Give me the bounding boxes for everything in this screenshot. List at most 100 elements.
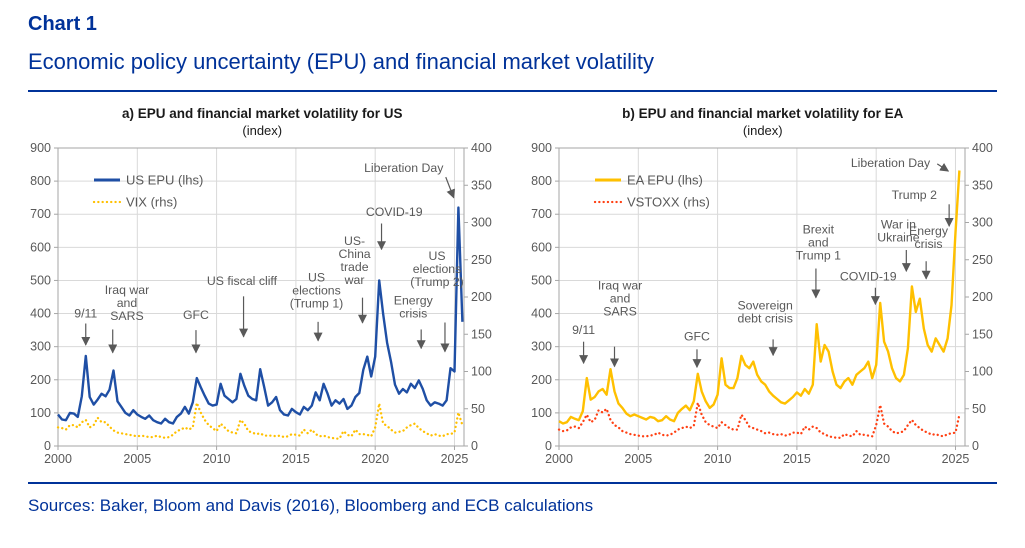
svg-text:150: 150	[471, 327, 492, 341]
top-divider	[28, 89, 997, 92]
svg-text:0: 0	[545, 439, 552, 453]
svg-text:Trump 2: Trump 2	[891, 188, 936, 202]
svg-text:2010: 2010	[203, 452, 231, 466]
svg-text:Iraq war: Iraq war	[598, 278, 642, 292]
svg-text:debt crisis: debt crisis	[737, 311, 792, 325]
svg-text:900: 900	[531, 141, 552, 155]
svg-text:500: 500	[30, 273, 51, 287]
svg-text:100: 100	[972, 364, 993, 378]
svg-text:war: war	[344, 273, 365, 287]
svg-text:Energy: Energy	[394, 293, 434, 307]
svg-text:and: and	[808, 235, 829, 249]
svg-text:crisis: crisis	[914, 236, 942, 250]
svg-text:400: 400	[972, 141, 993, 155]
svg-text:2025: 2025	[441, 452, 469, 466]
svg-text:US fiscal cliff: US fiscal cliff	[207, 274, 278, 288]
panel-ea-subtitle: (index)	[742, 122, 783, 138]
svg-text:200: 200	[30, 372, 51, 386]
panel-us-title: a) EPU and financial market volatility f…	[121, 105, 403, 121]
ea-epu-chart-canvas: 0 100 200 300 400 500 600 700 800 900 0 50 100 150 200…	[531, 141, 993, 466]
svg-text:VSTOXX (rhs): VSTOXX (rhs)	[627, 194, 710, 209]
svg-text:US: US	[429, 248, 446, 262]
svg-text:400: 400	[531, 306, 552, 320]
svg-text:GFC: GFC	[684, 329, 710, 343]
header: Chart 1 Economic policy uncertainty (EPU…	[0, 0, 1025, 76]
svg-text:Sovereign: Sovereign	[737, 298, 793, 312]
svg-text:400: 400	[30, 306, 51, 320]
sources-note: Sources: Baker, Bloom and Davis (2016), …	[28, 495, 594, 515]
svg-text:SARS: SARS	[603, 304, 637, 318]
svg-text:(Trump 2): (Trump 2)	[411, 274, 465, 288]
svg-text:Iraq war: Iraq war	[105, 282, 149, 296]
svg-text:50: 50	[972, 401, 986, 415]
svg-text:2000: 2000	[545, 452, 573, 466]
svg-text:100: 100	[30, 405, 51, 419]
svg-text:2005: 2005	[624, 452, 652, 466]
svg-text:2010: 2010	[703, 452, 731, 466]
panel-ea-title: b) EPU and financial market volatility f…	[622, 105, 904, 121]
svg-text:300: 300	[972, 215, 993, 229]
svg-text:2015: 2015	[282, 452, 310, 466]
panel-ea: b) EPU and financial market volatility f…	[513, 106, 1014, 472]
svg-text:US EPU (lhs): US EPU (lhs)	[126, 172, 203, 187]
svg-text:2020: 2020	[362, 452, 390, 466]
svg-text:300: 300	[471, 215, 492, 229]
svg-text:Energy: Energy	[909, 223, 949, 237]
svg-text:War in: War in	[881, 217, 916, 231]
svg-text:350: 350	[471, 178, 492, 192]
svg-text:elections: elections	[413, 261, 462, 275]
svg-text:9/11: 9/11	[572, 323, 595, 337]
svg-text:and: and	[117, 295, 138, 309]
svg-text:0: 0	[972, 439, 979, 453]
svg-text:2005: 2005	[124, 452, 152, 466]
svg-text:300: 300	[531, 339, 552, 353]
page-title: Economic policy uncertainty (EPU) and fi…	[28, 49, 655, 74]
chart-number: Chart 1	[28, 13, 97, 35]
svg-text:COVID-19: COVID-19	[366, 205, 423, 219]
svg-text:800: 800	[531, 174, 552, 188]
svg-text:2000: 2000	[44, 452, 72, 466]
bottom-divider	[28, 481, 997, 484]
svg-text:350: 350	[972, 178, 993, 192]
svg-text:800: 800	[30, 174, 51, 188]
svg-text:600: 600	[531, 240, 552, 254]
svg-text:0: 0	[471, 439, 478, 453]
svg-text:China: China	[339, 247, 371, 261]
svg-text:600: 600	[30, 240, 51, 254]
svg-text:400: 400	[471, 141, 492, 155]
svg-text:SARS: SARS	[110, 308, 144, 322]
panel-us: a) EPU and financial market volatility f…	[12, 106, 513, 472]
svg-text:900: 900	[30, 141, 51, 155]
svg-text:Trump 1: Trump 1	[795, 248, 840, 262]
svg-text:200: 200	[531, 372, 552, 386]
panel-us-subtitle: (index)	[242, 122, 283, 138]
svg-text:300: 300	[30, 339, 51, 353]
svg-text:250: 250	[471, 252, 492, 266]
svg-text:9/11: 9/11	[74, 306, 97, 320]
svg-text:250: 250	[972, 252, 993, 266]
svg-text:700: 700	[30, 207, 51, 221]
svg-text:2015: 2015	[783, 452, 811, 466]
svg-text:VIX (rhs): VIX (rhs)	[126, 194, 177, 209]
charts-row: a) EPU and financial market volatility f…	[0, 106, 1025, 472]
svg-text:EA EPU (lhs): EA EPU (lhs)	[627, 172, 703, 187]
svg-text:100: 100	[471, 364, 492, 378]
svg-text:GFC: GFC	[183, 308, 209, 322]
svg-text:US-: US-	[344, 234, 365, 248]
svg-text:(Trump 1): (Trump 1)	[290, 296, 344, 310]
svg-text:elections: elections	[292, 283, 341, 297]
svg-text:Liberation Day: Liberation Day	[851, 155, 931, 169]
svg-text:700: 700	[531, 207, 552, 221]
svg-text:2020: 2020	[862, 452, 890, 466]
svg-text:200: 200	[972, 290, 993, 304]
svg-text:50: 50	[471, 401, 485, 415]
svg-text:Liberation Day: Liberation Day	[364, 160, 444, 174]
svg-text:Ukraine: Ukraine	[877, 230, 920, 244]
svg-text:200: 200	[471, 290, 492, 304]
svg-text:0: 0	[44, 439, 51, 453]
svg-text:COVID-19: COVID-19	[840, 269, 897, 283]
svg-text:Brexit: Brexit	[802, 222, 834, 236]
svg-text:US: US	[308, 270, 325, 284]
svg-text:150: 150	[972, 327, 993, 341]
svg-text:2025: 2025	[941, 452, 969, 466]
